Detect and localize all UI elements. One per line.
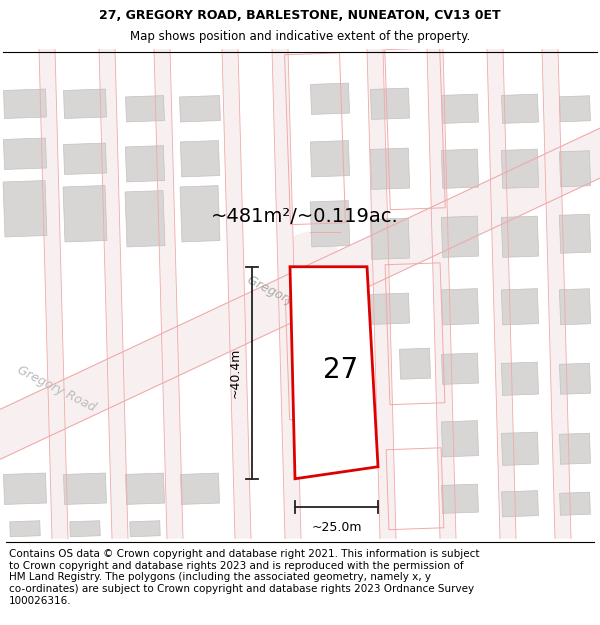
Polygon shape — [64, 473, 107, 504]
Polygon shape — [442, 353, 479, 384]
Polygon shape — [400, 348, 431, 379]
Polygon shape — [310, 83, 350, 114]
Polygon shape — [559, 151, 590, 187]
Polygon shape — [310, 141, 350, 177]
Polygon shape — [310, 201, 350, 247]
Polygon shape — [290, 267, 378, 479]
Polygon shape — [442, 421, 479, 457]
Text: Gregory Road: Gregory Road — [245, 273, 328, 324]
Polygon shape — [125, 96, 164, 122]
Polygon shape — [154, 49, 183, 539]
Polygon shape — [125, 191, 165, 247]
Polygon shape — [367, 49, 396, 539]
Polygon shape — [442, 289, 479, 325]
Text: Contains OS data © Crown copyright and database right 2021. This information is : Contains OS data © Crown copyright and d… — [9, 549, 479, 606]
Polygon shape — [370, 218, 410, 259]
Polygon shape — [181, 473, 220, 504]
Polygon shape — [125, 146, 164, 182]
Polygon shape — [64, 143, 107, 174]
Polygon shape — [487, 49, 516, 539]
Polygon shape — [560, 492, 590, 515]
Text: ~40.4m: ~40.4m — [229, 348, 242, 398]
Polygon shape — [63, 186, 107, 242]
Polygon shape — [442, 216, 479, 258]
Polygon shape — [99, 49, 128, 539]
Polygon shape — [130, 521, 160, 537]
Polygon shape — [442, 484, 478, 513]
Polygon shape — [179, 96, 220, 122]
Polygon shape — [370, 293, 410, 324]
Polygon shape — [502, 432, 539, 466]
Text: 27: 27 — [323, 356, 358, 384]
Polygon shape — [181, 141, 220, 177]
Text: Map shows position and indicative extent of the property.: Map shows position and indicative extent… — [130, 30, 470, 43]
Polygon shape — [3, 181, 47, 237]
Polygon shape — [442, 149, 479, 188]
Polygon shape — [370, 148, 410, 189]
Text: 27, GREGORY ROAD, BARLESTONE, NUNEATON, CV13 0ET: 27, GREGORY ROAD, BARLESTONE, NUNEATON, … — [99, 9, 501, 22]
Polygon shape — [559, 433, 590, 464]
Polygon shape — [310, 271, 350, 307]
Polygon shape — [70, 521, 100, 537]
Polygon shape — [427, 49, 456, 539]
Polygon shape — [180, 186, 220, 242]
Polygon shape — [502, 289, 539, 325]
Wedge shape — [280, 232, 340, 292]
Polygon shape — [4, 138, 47, 169]
Polygon shape — [542, 49, 571, 539]
Polygon shape — [272, 49, 301, 539]
Polygon shape — [559, 363, 590, 394]
Text: ~25.0m: ~25.0m — [311, 521, 362, 534]
Text: Gregory Road: Gregory Road — [15, 363, 98, 414]
Polygon shape — [559, 289, 590, 325]
Polygon shape — [442, 94, 478, 123]
Polygon shape — [502, 216, 539, 258]
Polygon shape — [64, 89, 106, 119]
Polygon shape — [502, 362, 539, 396]
Polygon shape — [502, 491, 538, 517]
Polygon shape — [39, 49, 68, 539]
Polygon shape — [0, 119, 600, 469]
Polygon shape — [4, 473, 47, 504]
Polygon shape — [502, 149, 539, 188]
Polygon shape — [502, 94, 538, 123]
Polygon shape — [559, 214, 590, 253]
Polygon shape — [560, 96, 590, 122]
Polygon shape — [125, 473, 164, 504]
Polygon shape — [10, 521, 40, 537]
Polygon shape — [4, 89, 46, 119]
Polygon shape — [370, 88, 410, 119]
Polygon shape — [222, 49, 251, 539]
Text: ~481m²/~0.119ac.: ~481m²/~0.119ac. — [211, 208, 399, 226]
